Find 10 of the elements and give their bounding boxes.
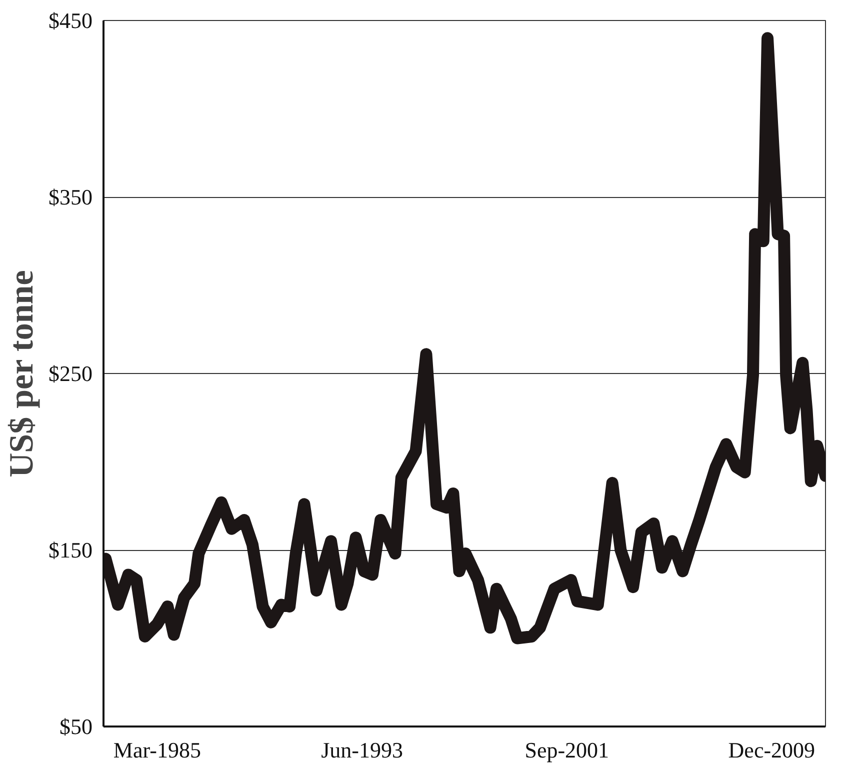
x-tick-label: Mar-1985 (113, 738, 201, 762)
y-tick-label: $350 (48, 184, 92, 210)
x-tick-label: Dec-2009 (728, 738, 816, 762)
y-tick-label: $50 (60, 714, 92, 739)
y-tick-label: $250 (48, 361, 92, 386)
x-tick-label: Jun-1993 (321, 738, 403, 762)
y-axis-title: US$ per tonne (4, 270, 40, 478)
x-tick-label: Sep-2001 (524, 738, 610, 762)
y-tick-label: $150 (48, 538, 92, 562)
y-tick-label: $450 (48, 8, 92, 33)
